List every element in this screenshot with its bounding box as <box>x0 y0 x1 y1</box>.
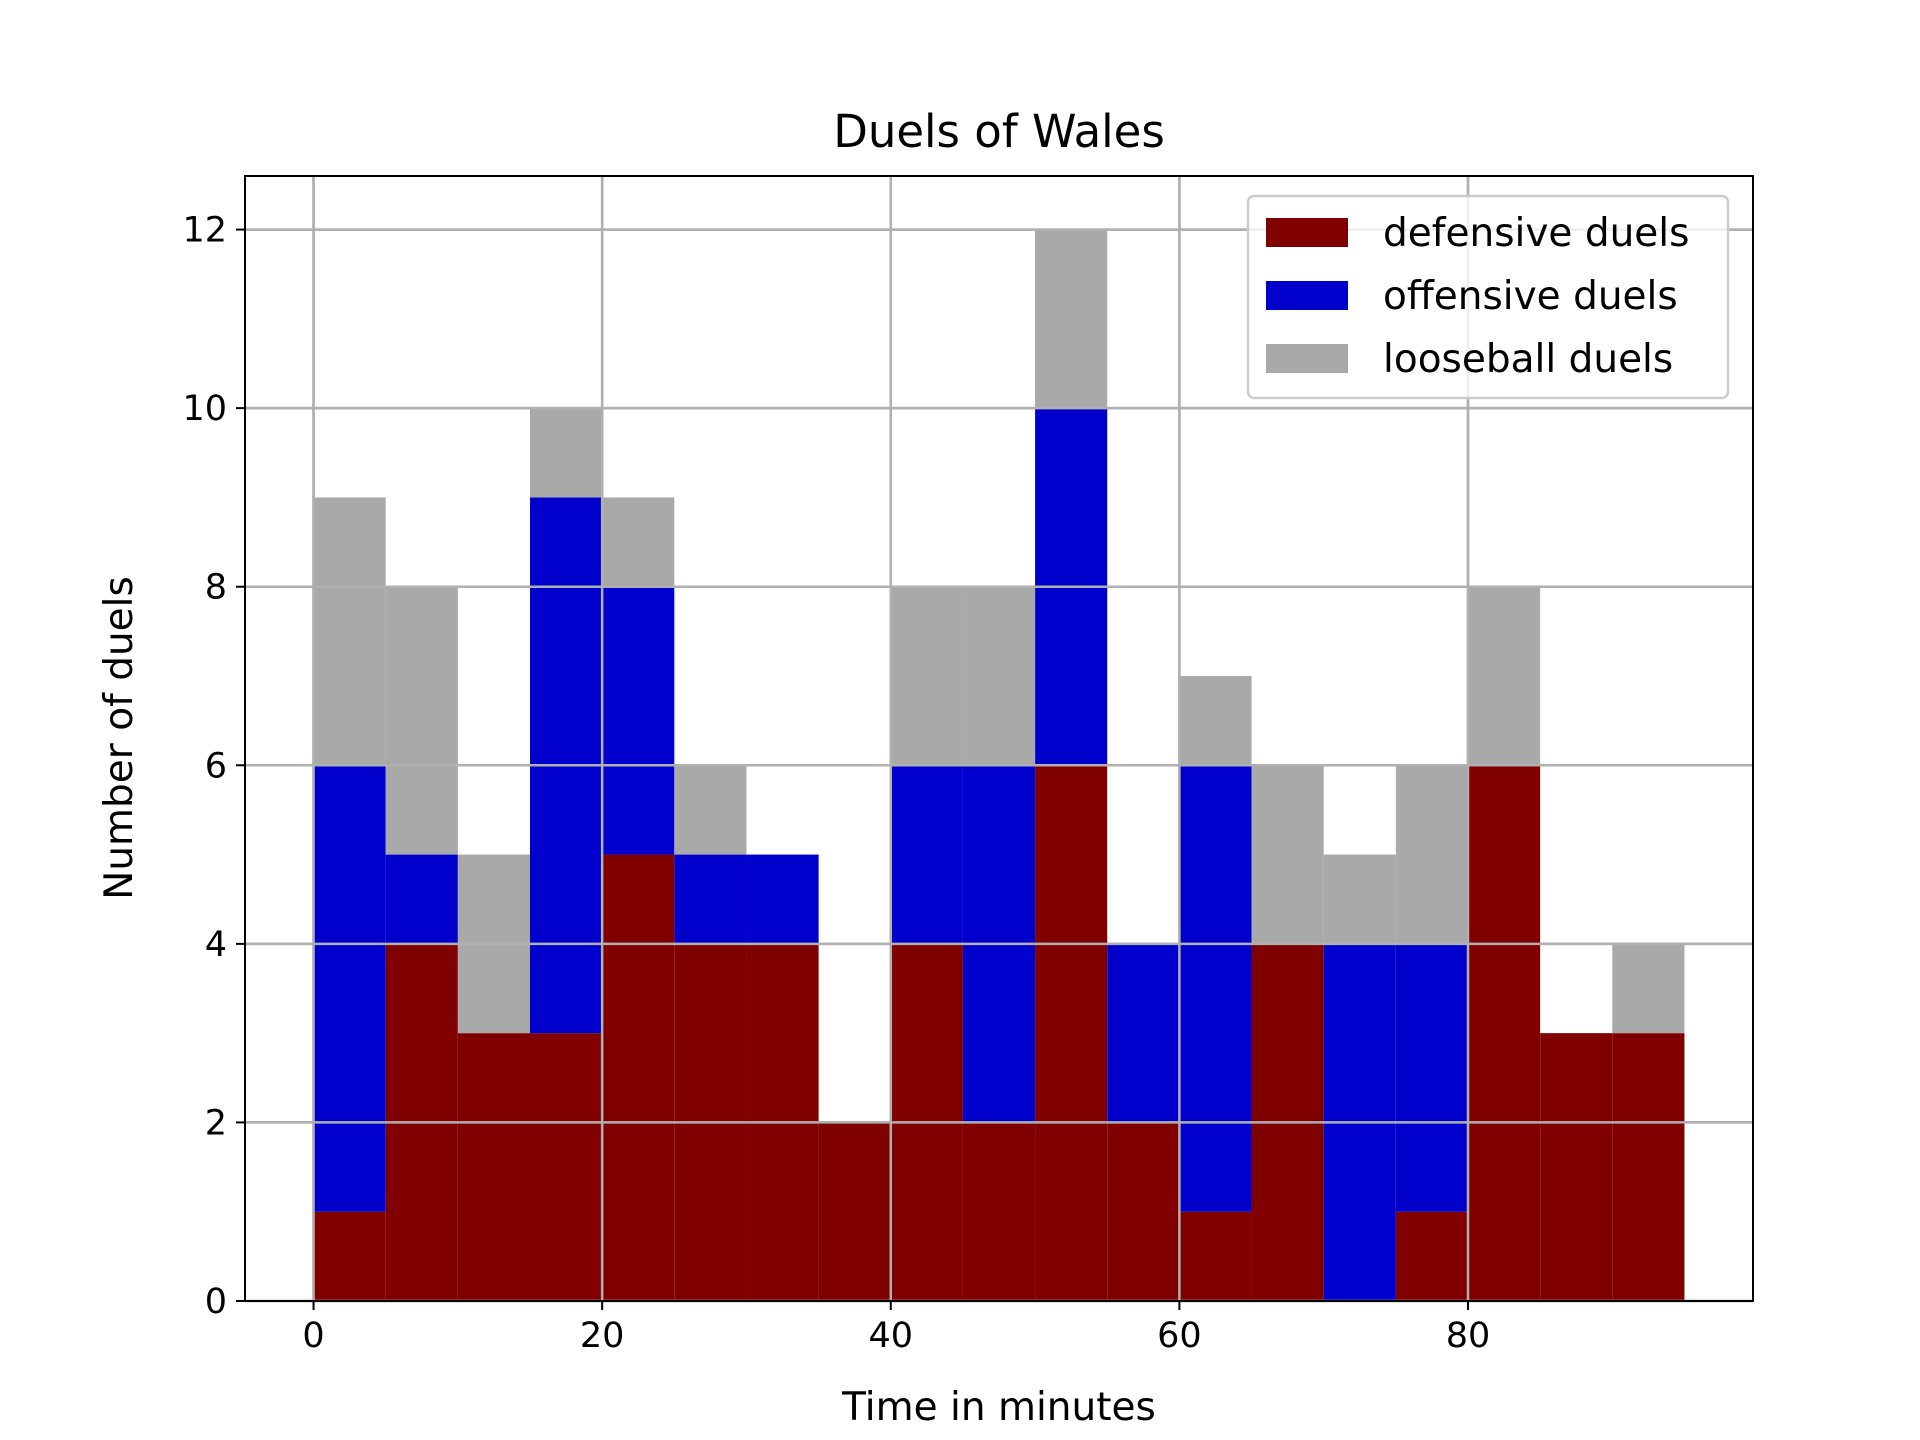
bar-defensive-55 <box>1107 1122 1180 1301</box>
bar-defensive-10 <box>457 1033 531 1301</box>
bar-defensive-45 <box>962 1122 1036 1301</box>
bar-looseball-40 <box>890 586 963 766</box>
y-tick-label: 10 <box>182 389 227 429</box>
bar-defensive-50 <box>1035 765 1108 1301</box>
bar-looseball-25 <box>674 765 747 855</box>
bar-defensive-75 <box>1395 1211 1468 1301</box>
legend-swatch-offensive <box>1266 281 1348 310</box>
bar-offensive-0 <box>313 765 386 1212</box>
bar-looseball-70 <box>1323 854 1396 944</box>
plot-frame <box>244 175 1754 1302</box>
y-tick-label: 6 <box>205 746 227 786</box>
y-axis-title: Number of duels <box>97 576 142 900</box>
bar-looseball-60 <box>1179 676 1252 766</box>
bar-looseball-0 <box>313 497 386 766</box>
bar-offensive-60 <box>1179 765 1252 1212</box>
legend-label-defensive: defensive duels <box>1383 211 1689 256</box>
bar-defensive-15 <box>530 1033 603 1301</box>
legend-box <box>1246 194 1730 400</box>
x-tick-label: 60 <box>1157 1316 1202 1356</box>
bar-looseball-90 <box>1612 943 1685 1034</box>
bar-looseball-45 <box>962 586 1036 766</box>
y-tick-label: 4 <box>205 925 227 965</box>
x-tick-label: 20 <box>580 1316 625 1356</box>
bar-defensive-80 <box>1467 765 1541 1301</box>
bar-offensive-30 <box>746 854 819 944</box>
bar-defensive-20 <box>602 854 675 1301</box>
legend-label-looseball: looseball duels <box>1383 337 1673 382</box>
grid-overlay <box>245 176 1753 1303</box>
bar-looseball-20 <box>602 497 675 587</box>
bar-looseball-75 <box>1395 765 1468 944</box>
y-tick-label: 2 <box>205 1103 227 1143</box>
legend: defensive duels offensive duels loosebal… <box>1246 194 1730 400</box>
bar-offensive-25 <box>674 854 747 944</box>
y-tick-label: 12 <box>182 211 227 251</box>
bar-defensive-0 <box>313 1211 386 1301</box>
bar-offensive-55 <box>1107 943 1180 1123</box>
bar-offensive-20 <box>602 586 675 855</box>
bar-looseball-80 <box>1467 586 1541 766</box>
bar-defensive-85 <box>1540 1033 1613 1301</box>
legend-label-offensive: offensive duels <box>1383 274 1678 319</box>
bar-looseball-50 <box>1035 229 1108 409</box>
bar-offensive-5 <box>385 854 458 944</box>
bar-defensive-60 <box>1179 1211 1252 1301</box>
bar-defensive-90 <box>1612 1033 1685 1301</box>
axis-ticks: 0 20 40 60 80 0 2 4 6 8 10 12 <box>182 211 1490 1356</box>
legend-swatch-defensive <box>1266 218 1348 247</box>
y-tick-label: 8 <box>205 568 227 608</box>
bar-looseball-15 <box>530 408 603 498</box>
x-axis-title: Time in minutes <box>841 1385 1156 1430</box>
bar-looseball-65 <box>1251 765 1324 944</box>
x-tick-label: 80 <box>1446 1316 1491 1356</box>
x-tick-label: 0 <box>302 1316 324 1356</box>
bar-defensive-35 <box>818 1122 891 1301</box>
bar-looseball-5 <box>385 586 458 855</box>
legend-swatch-looseball <box>1266 344 1348 373</box>
x-tick-label: 40 <box>868 1316 913 1356</box>
bar-offensive-75 <box>1395 943 1468 1212</box>
bar-offensive-40 <box>890 765 963 944</box>
chart-title: Duels of Wales <box>833 105 1165 158</box>
y-tick-label: 0 <box>205 1282 227 1322</box>
